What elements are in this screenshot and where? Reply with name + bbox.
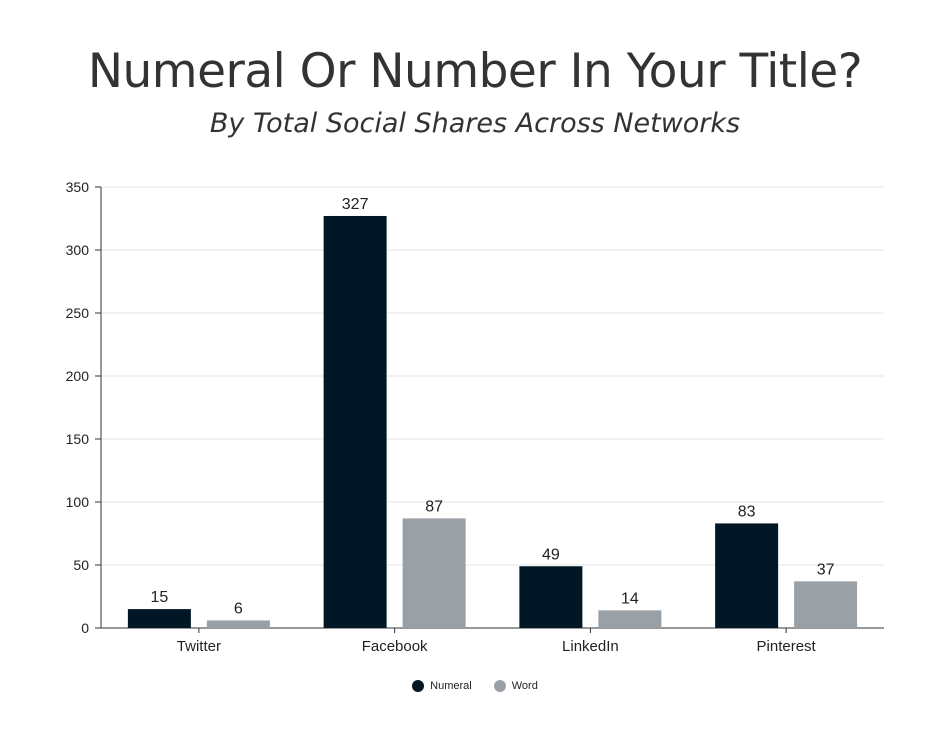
x-tick-label: Pinterest — [757, 638, 817, 655]
y-tick-label: 100 — [66, 494, 90, 510]
y-tick-label: 250 — [66, 305, 90, 321]
legend-swatch-numeral — [412, 680, 425, 692]
data-label: 14 — [621, 590, 639, 607]
legend-item-word: Word — [493, 680, 538, 692]
data-label: 6 — [234, 600, 243, 617]
chart-subtitle: By Total Social Shares Across Networks — [209, 108, 741, 139]
legend-item-numeral: Numeral — [412, 680, 472, 692]
data-label: 37 — [817, 561, 835, 578]
x-tick-label: LinkedIn — [562, 638, 619, 655]
y-tick-label: 0 — [81, 620, 89, 636]
bar-word-linkedin — [598, 610, 662, 628]
x-tick-label: Twitter — [177, 638, 221, 655]
data-label: 327 — [342, 196, 369, 213]
y-tick-label: 350 — [66, 179, 90, 195]
y-tick-label: 50 — [73, 557, 89, 573]
data-label: 83 — [738, 503, 756, 520]
bar-word-facebook — [402, 518, 466, 628]
chart-title: Numeral Or Number In Your Title? — [87, 44, 863, 99]
bar-numeral-twitter — [127, 609, 191, 628]
y-tick-label: 150 — [66, 431, 90, 447]
y-tick-label: 200 — [66, 368, 90, 384]
legend-swatch-word — [493, 680, 506, 692]
y-tick-label: 300 — [66, 242, 90, 258]
legend-label-numeral: Numeral — [430, 680, 472, 692]
legend-label-word: Word — [511, 680, 538, 692]
data-label: 15 — [150, 589, 168, 606]
bar-numeral-facebook — [323, 215, 387, 629]
bar-word-twitter — [206, 620, 270, 628]
bar-numeral-pinterest — [715, 523, 779, 628]
data-label: 49 — [542, 546, 560, 563]
legend: Numeral Word — [0, 680, 950, 692]
bar-numeral-linkedin — [519, 566, 583, 628]
data-label: 87 — [425, 498, 443, 515]
x-tick-label: Facebook — [362, 638, 428, 655]
bar-word-pinterest — [794, 581, 858, 628]
